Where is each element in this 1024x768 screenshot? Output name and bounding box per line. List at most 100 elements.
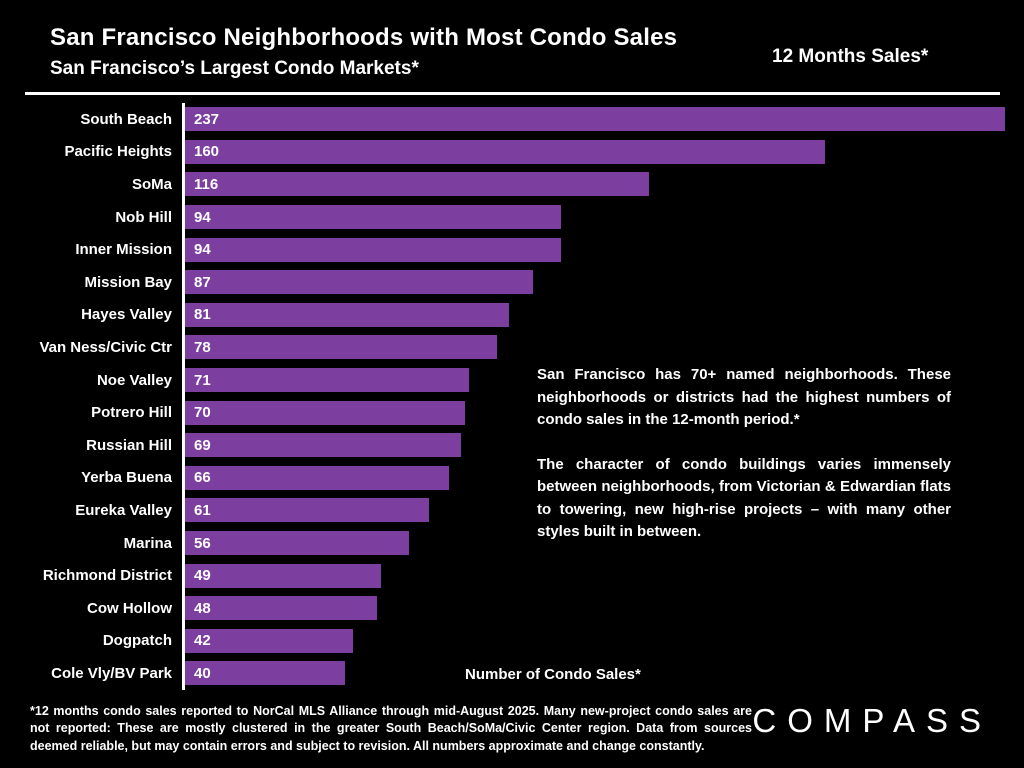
chart-row: SoMa 116 [0,168,1010,201]
category-label: Noe Valley [96,371,172,389]
plot-area: 87 [182,265,1005,299]
plot-area: 61 [182,494,1005,527]
plot-area: 66 [182,461,1005,495]
chart-row: Potrero Hill 70 [0,396,1010,429]
bar: 94 [185,237,561,262]
annotation-paragraph-2: The character of condo buildings varies … [537,455,951,541]
bar-value: 69 [194,436,211,454]
category-label: Cole Vly/BV Park [51,664,172,682]
bar: 87 [185,270,533,295]
bar: 78 [185,335,497,360]
category-label: Dogpatch [102,632,172,650]
bar: 94 [185,205,561,230]
bar: 42 [185,628,353,653]
chart-row: Dogpatch 42 [0,624,1010,658]
bar: 40 [185,661,345,686]
bar-value: 160 [194,143,220,161]
category-label: South Beach [80,110,172,128]
chart-row: Inner Mission 94 [0,233,1010,266]
chart-row: Pacific Heights 160 [0,135,1010,169]
plot-area: 70 [182,396,1005,429]
chart-row: South Beach 237 [0,103,1010,136]
chart-row: Noe Valley 71 [0,363,1010,397]
category-label: Russian Hill [86,436,172,454]
category-label: Hayes Valley [81,306,172,324]
bar: 49 [185,563,381,588]
annotation-paragraph-1: San Francisco has 70+ named neighborhood… [537,366,951,428]
condo-sales-bar-chart: South Beach 237 Pacific Heights 160 SoMa 116 N… [0,103,1010,690]
chart-row: Nob Hill 94 [0,200,1010,234]
bar-value: 94 [194,241,211,259]
bar-value: 70 [194,404,211,422]
plot-area: 160 [182,135,1005,169]
category-label: Nob Hill [115,208,172,226]
plot-area: 40 [182,657,1005,690]
bar-value: 78 [194,338,211,356]
plot-area: 94 [182,233,1005,266]
bar: 48 [185,596,377,621]
category-label: Yerba Buena [81,469,172,487]
category-label: Marina [123,534,172,552]
chart-row: Russian Hill 69 [0,428,1010,462]
plot-area: 71 [182,363,1005,397]
bar: 71 [185,368,469,393]
bar: 116 [185,172,649,197]
bar: 70 [185,400,465,425]
bar-value: 49 [194,567,211,585]
bar-value: 71 [194,371,211,389]
category-label: Cow Hollow [87,599,172,617]
bar: 66 [185,465,449,490]
plot-area: 42 [182,624,1005,658]
bar: 237 [185,107,1005,132]
category-label: SoMa [131,175,172,193]
bar-value: 40 [194,664,211,682]
category-label: Pacific Heights [64,143,172,161]
plot-area: 237 [182,103,1005,136]
plot-area: 48 [182,591,1005,625]
plot-area: 116 [182,168,1005,201]
plot-area: 49 [182,559,1005,592]
category-label: Van Ness/Civic Ctr [39,338,172,356]
chart-row: Marina 56 [0,526,1010,560]
bar-value: 56 [194,534,211,552]
chart-row: Eureka Valley 61 [0,494,1010,527]
category-label: Potrero Hill [91,404,172,422]
bar-value: 87 [194,273,211,291]
category-label: Richmond District [42,567,172,585]
bar-value: 94 [194,208,211,226]
compass-logo: COMPASS [752,702,992,739]
chart-row: Richmond District 49 [0,559,1010,592]
bar: 81 [185,302,509,327]
plot-area: 69 [182,428,1005,462]
bar: 160 [185,139,825,164]
bar: 56 [185,531,409,556]
plot-area: 56 [182,526,1005,560]
bar-value: 48 [194,599,211,617]
bar-value: 116 [194,175,219,193]
bar: 69 [185,433,461,458]
page-subtitle: San Francisco’s Largest Condo Markets* [50,58,419,79]
bar-value: 237 [194,110,220,128]
bar-value: 61 [194,501,211,519]
plot-area: 81 [182,298,1005,332]
annotation-block: San Francisco has 70+ named neighborhood… [537,364,951,566]
plot-area: 78 [182,331,1005,364]
chart-row: Cow Hollow 48 [0,591,1010,625]
category-label: Eureka Valley [75,501,172,519]
plot-area: 94 [182,200,1005,234]
footnote: *12 months condo sales reported to NorCa… [30,704,752,753]
category-label: Inner Mission [75,241,172,259]
bar: 61 [185,498,429,523]
bar-value: 66 [194,469,211,487]
chart-row: Yerba Buena 66 [0,461,1010,495]
x-axis-label: Number of Condo Sales* [465,666,641,683]
chart-row: Mission Bay 87 [0,265,1010,299]
header-divider [25,92,1000,95]
chart-row: Cole Vly/BV Park 40 [0,657,1010,690]
chart-row: Van Ness/Civic Ctr 78 [0,331,1010,364]
bar-value: 42 [194,632,211,650]
chart-row: Hayes Valley 81 [0,298,1010,332]
category-label: Mission Bay [84,273,172,291]
page-title: San Francisco Neighborhoods with Most Co… [50,24,678,51]
